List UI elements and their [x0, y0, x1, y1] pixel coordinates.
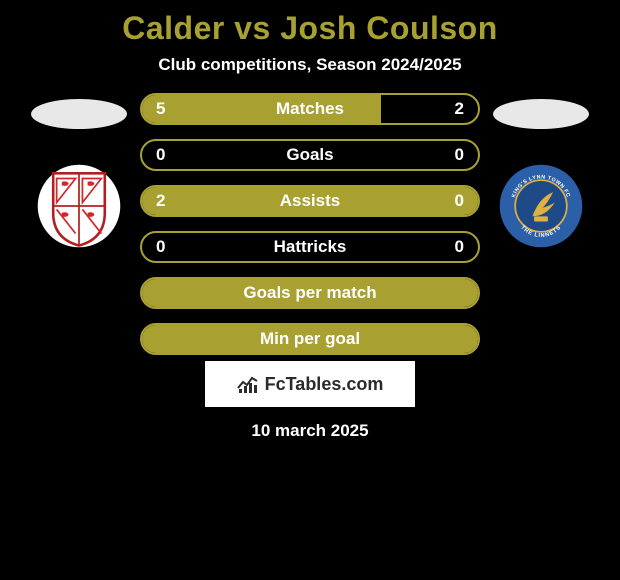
comparison-card: Calder vs Josh Coulson Club competitions…: [0, 0, 620, 441]
stat-label: Goals per match: [243, 283, 376, 303]
stat-value-right: 0: [455, 145, 464, 165]
stat-bars: 5 2 Matches 0 0 Goals 2 0 Assists 0 0 Hattricks Goal…: [137, 93, 483, 355]
stat-label: Hattricks: [274, 237, 347, 257]
stat-value-right: 0: [455, 191, 464, 211]
left-club-crest-icon: [36, 163, 122, 249]
stat-bar: 5 2 Matches: [140, 93, 480, 125]
stat-bar: 2 0 Assists: [140, 185, 480, 217]
stat-value-right: 0: [455, 237, 464, 257]
stat-value-left: 0: [156, 145, 165, 165]
stat-value-left: 0: [156, 237, 165, 257]
page-subtitle: Club competitions, Season 2024/2025: [158, 55, 461, 75]
page-title: Calder vs Josh Coulson: [122, 10, 498, 47]
main-row: 5 2 Matches 0 0 Goals 2 0 Assists 0 0 Hattricks Goal…: [0, 93, 620, 355]
stat-label: Matches: [276, 99, 344, 119]
svg-text:1879: 1879: [536, 221, 546, 226]
stat-label: Goals: [286, 145, 333, 165]
stat-bar: Goals per match: [140, 277, 480, 309]
stat-value-left: 2: [156, 191, 165, 211]
watermark-badge: FcTables.com: [205, 361, 415, 407]
right-club-crest-icon: 1879 KING'S LYNN TOWN FC THE LINNETS: [498, 163, 584, 249]
left-player-col: [29, 93, 129, 249]
bar-fill: [142, 95, 381, 123]
player-photo-placeholder-left: [31, 99, 127, 129]
right-player-col: 1879 KING'S LYNN TOWN FC THE LINNETS: [491, 93, 591, 249]
stat-bar: 0 0 Goals: [140, 139, 480, 171]
stat-label: Min per goal: [260, 329, 360, 349]
watermark-text: FcTables.com: [265, 374, 384, 395]
stat-value-right: 2: [455, 99, 464, 119]
stat-bar: 0 0 Hattricks: [140, 231, 480, 263]
watermark-chart-icon: [237, 374, 259, 394]
date-label: 10 march 2025: [251, 421, 368, 441]
stat-value-left: 5: [156, 99, 165, 119]
player-photo-placeholder-right: [493, 99, 589, 129]
stat-label: Assists: [280, 191, 340, 211]
stat-bar: Min per goal: [140, 323, 480, 355]
